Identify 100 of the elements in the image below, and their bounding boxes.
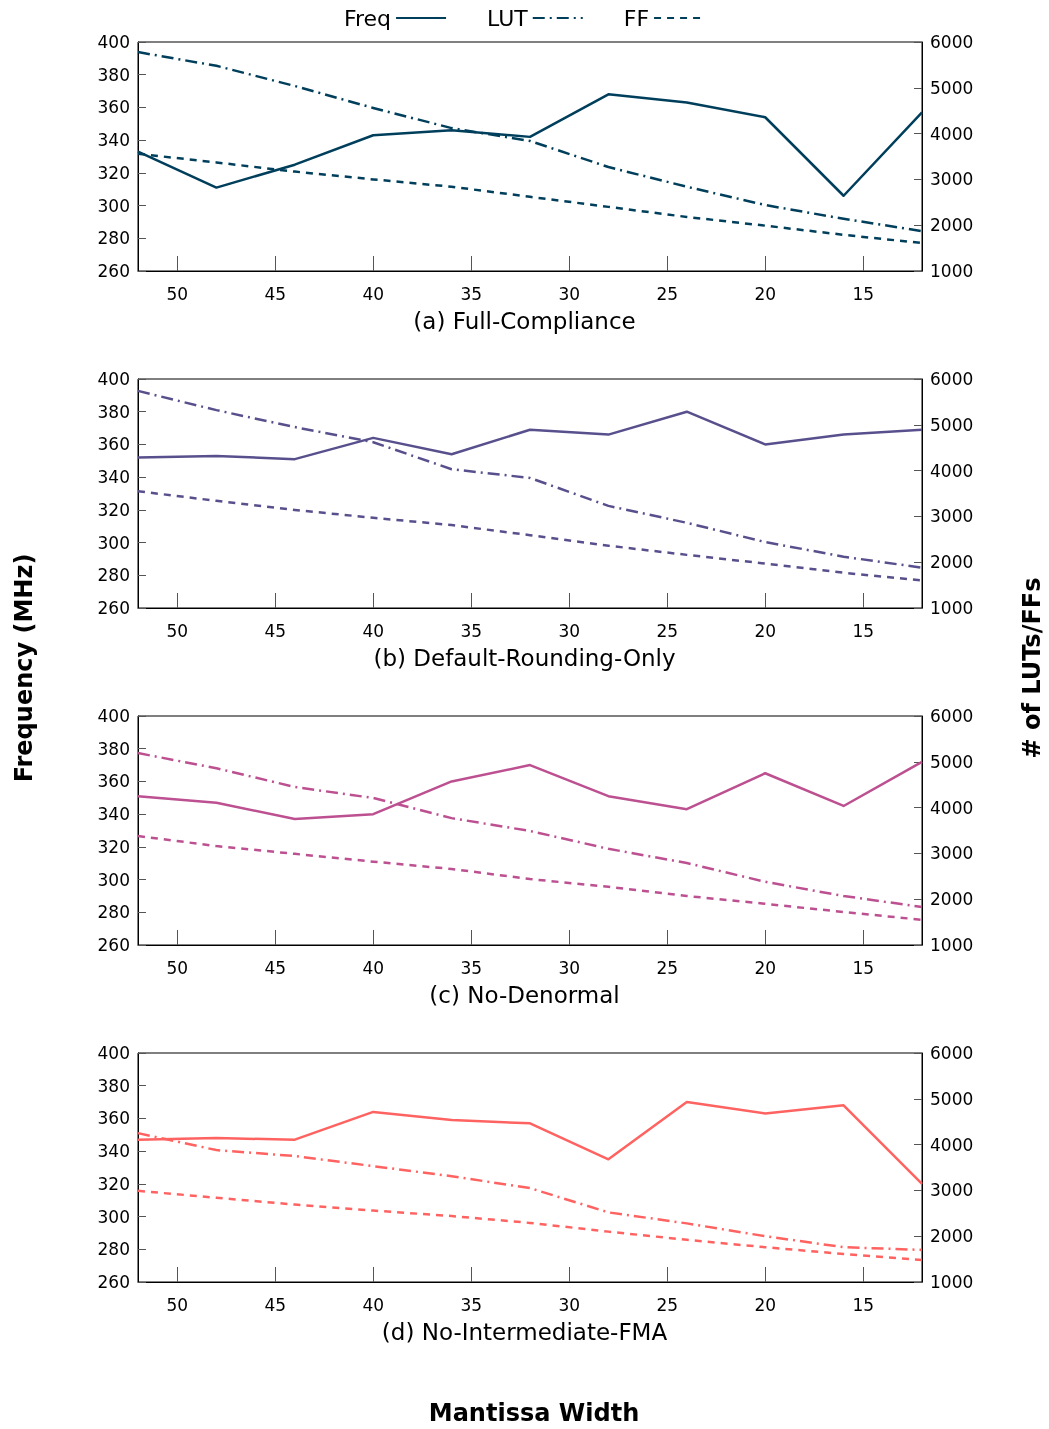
legend-label: LUT [487,5,529,31]
x-tick-label: 45 [264,620,287,641]
x-tick-label: 20 [754,1294,777,1315]
y2-tick-label: 5000 [930,77,974,98]
y2-tick-label: 1000 [930,1272,974,1292]
y2-tick-label: 3000 [930,1180,974,1201]
y-tick-label: 340 [97,467,130,488]
y2-tick-label: 3000 [930,843,974,864]
x-tick-label: 45 [264,1294,287,1315]
y-tick-label: 380 [97,738,130,759]
y-tick-label: 340 [97,804,130,825]
y-tick-label: 360 [97,771,130,792]
y2-tick-label: 4000 [930,123,974,144]
x-tick-label: 15 [852,957,875,978]
x-tick-label: 50 [166,957,189,978]
y2-tick-label: 3000 [930,506,974,527]
y-tick-label: 320 [97,1173,130,1194]
y2-tick-label: 4000 [930,1134,974,1155]
y-tick-label: 260 [97,598,130,618]
y2-tick-label: 4000 [930,797,974,818]
x-tick-label: 30 [558,620,581,641]
x-tick-label: 40 [362,620,385,641]
y2-axis-title: # of LUTs/FFs [1018,577,1046,759]
text: (d) No-Intermediate-FMA [381,1318,668,1345]
x-tick-label: 25 [656,620,679,641]
x-tick-label: 40 [362,1294,385,1315]
y-tick-label: 340 [97,1141,130,1162]
y2-tick-label: 6000 [930,706,974,726]
y-tick-label: 360 [97,434,130,455]
x-tick-label: 35 [460,620,483,641]
y-tick-label: 400 [97,1043,130,1063]
y-tick-label: 340 [97,130,130,151]
y-tick-label: 320 [97,836,130,857]
legend-label: Freq [343,5,392,31]
y2-tick-label: 6000 [930,1043,974,1063]
y-tick-label: 280 [97,565,130,586]
x-tick-label: 30 [558,957,581,978]
x-tick-label: 45 [264,283,287,304]
y-tick-label: 380 [97,64,130,85]
y2-tick-label: 1000 [930,261,974,281]
x-tick-label: 50 [166,1294,189,1315]
y-tick-label: 300 [97,869,130,890]
y2-tick-label: 3000 [930,169,974,190]
y2-tick-label: 1000 [930,598,974,618]
x-tick-label: 35 [460,1294,483,1315]
x-tick-label: 50 [166,620,189,641]
x-tick-label: 25 [656,1294,679,1315]
y-tick-label: 400 [97,706,130,726]
x-tick-label: 30 [558,1294,581,1315]
line-series [136,751,924,909]
y2-tick-label: 2000 [930,552,974,573]
y2-tick-label: 1000 [930,935,974,955]
y-tick-label: 280 [97,1239,130,1260]
y-tick-label: 360 [97,97,130,118]
x-tick-label: 20 [754,283,777,304]
y2-tick-label: 2000 [930,1226,974,1247]
y-tick-label: 300 [97,1206,130,1227]
x-tick-label: 35 [460,957,483,978]
y2-tick-label: 6000 [930,369,974,389]
x-tick-label: 50 [166,283,189,304]
y-tick-label: 380 [97,1075,130,1096]
y2-tick-label: 5000 [930,1088,974,1109]
x-tick-label: 25 [656,957,679,978]
y-tick-label: 320 [97,162,130,183]
x-tick-label: 35 [460,283,483,304]
y-tick-label: 260 [97,1272,130,1292]
y-tick-label: 260 [97,261,130,281]
x-axis-title: Mantissa Width [428,1399,640,1427]
x-tick-label: 20 [754,620,777,641]
text: (a) Full-Compliance [413,307,636,334]
y2-tick-label: 2000 [930,215,974,236]
y-tick-label: 320 [97,499,130,520]
y2-tick-label: 5000 [930,751,974,772]
line-series [136,1189,924,1262]
x-tick-label: 15 [852,620,875,641]
x-tick-label: 40 [362,283,385,304]
x-tick-label: 45 [264,957,287,978]
x-tick-label: 25 [656,283,679,304]
y-tick-label: 400 [97,32,130,52]
line-series [136,50,924,233]
y2-tick-label: 2000 [930,889,974,910]
legend-label: FF [623,5,650,31]
x-tick-label: 40 [362,957,385,978]
y-tick-label: 360 [97,1108,130,1129]
text: (b) Default-Rounding-Only [373,644,676,671]
y2-tick-label: 5000 [930,414,974,435]
y-tick-label: 400 [97,369,130,389]
text: (c) No-Denormal [429,981,620,1008]
y2-tick-label: 4000 [930,460,974,481]
x-tick-label: 15 [852,283,875,304]
y2-tick-label: 6000 [930,32,974,52]
y-tick-label: 280 [97,902,130,923]
x-tick-label: 15 [852,1294,875,1315]
y-tick-label: 260 [97,935,130,955]
y-axis-title: Frequency (MHz) [10,553,38,783]
y-tick-label: 300 [97,532,130,553]
y-tick-label: 300 [97,195,130,216]
line-series [136,834,924,922]
y-tick-label: 280 [97,228,130,249]
x-tick-label: 30 [558,283,581,304]
